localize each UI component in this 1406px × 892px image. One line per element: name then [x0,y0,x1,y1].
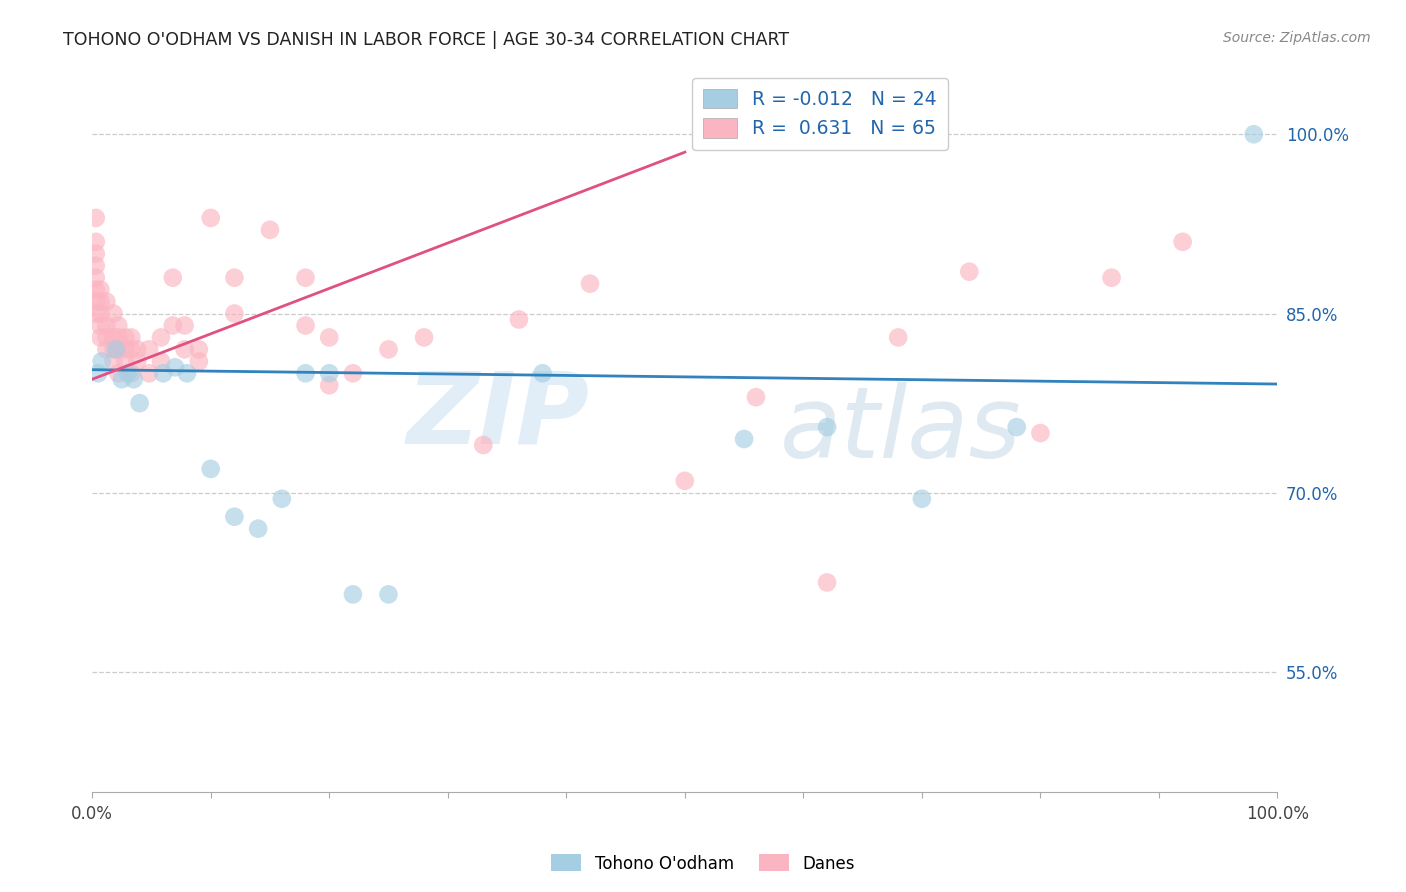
Point [173,343,195,357]
Point [342,366,364,380]
Point [579,277,602,291]
Point [318,330,340,344]
Point [138,366,160,380]
Text: ZIP: ZIP [406,368,591,464]
Point [103,330,125,344]
Point [472,438,495,452]
Point [1029,425,1052,440]
Point [89,283,111,297]
Point [149,330,172,344]
Point [1005,420,1028,434]
Point [294,318,316,333]
Point [138,343,160,357]
Point [89,330,111,344]
Point [200,462,222,476]
Point [294,270,316,285]
Point [127,354,149,368]
Point [815,420,838,434]
Point [117,366,139,380]
Point [84,211,107,225]
Point [114,354,136,368]
Point [413,330,436,344]
Point [84,246,107,260]
Point [224,270,246,285]
Point [90,354,112,368]
Point [84,270,107,285]
Point [111,372,134,386]
Point [294,366,316,380]
Point [103,306,125,320]
Point [318,378,340,392]
Point [120,330,142,344]
Point [96,330,118,344]
Point [1171,235,1194,249]
Point [107,318,129,333]
Point [1243,128,1265,142]
Point [815,575,838,590]
Point [887,330,910,344]
Point [745,390,768,404]
Point [84,235,107,249]
Point [89,318,111,333]
Point [128,396,150,410]
Point [84,306,107,320]
Point [127,343,149,357]
Point [187,343,209,357]
Point [107,366,129,380]
Point [96,318,118,333]
Point [162,270,184,285]
Point [224,509,246,524]
Point [84,294,107,309]
Point [342,587,364,601]
Point [87,366,110,380]
Point [152,366,174,380]
Legend: Tohono O'odham, Danes: Tohono O'odham, Danes [544,847,862,880]
Point [96,343,118,357]
Point [1101,270,1123,285]
Point [89,294,111,309]
Point [733,432,755,446]
Text: atlas: atlas [780,382,1021,478]
Point [120,343,142,357]
Point [176,366,198,380]
Point [247,522,270,536]
Point [270,491,292,506]
Legend: R = -0.012   N = 24, R =  0.631   N = 65: R = -0.012 N = 24, R = 0.631 N = 65 [692,78,948,150]
Point [103,343,125,357]
Point [114,343,136,357]
Point [318,366,340,380]
Point [165,360,187,375]
Point [224,306,246,320]
Point [107,343,129,357]
Point [377,587,399,601]
Point [531,366,554,380]
Point [96,294,118,309]
Point [162,318,184,333]
Point [149,354,172,368]
Point [259,223,281,237]
Point [673,474,696,488]
Point [200,211,222,225]
Point [114,330,136,344]
Point [377,343,399,357]
Text: Source: ZipAtlas.com: Source: ZipAtlas.com [1223,31,1371,45]
Text: TOHONO O'ODHAM VS DANISH IN LABOR FORCE | AGE 30-34 CORRELATION CHART: TOHONO O'ODHAM VS DANISH IN LABOR FORCE … [63,31,789,49]
Point [84,283,107,297]
Point [173,318,195,333]
Point [957,265,980,279]
Point [84,259,107,273]
Point [104,343,127,357]
Point [89,306,111,320]
Point [122,372,145,386]
Point [120,366,142,380]
Point [187,354,209,368]
Point [911,491,934,506]
Point [107,330,129,344]
Point [508,312,530,326]
Point [103,354,125,368]
